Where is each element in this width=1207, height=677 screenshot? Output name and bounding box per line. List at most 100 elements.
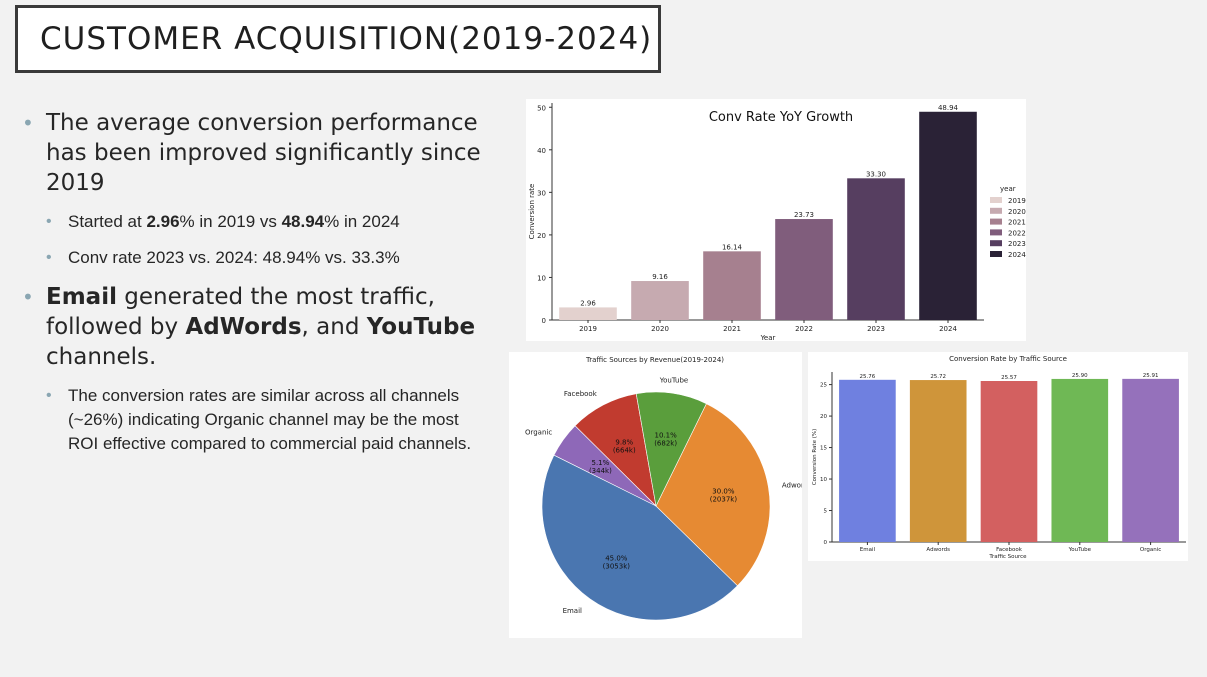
slice-percent: 9.8% <box>615 438 633 446</box>
data-label: 25.72 <box>930 374 946 380</box>
data-label: 2.96 <box>580 299 596 307</box>
legend-swatch <box>990 229 1002 236</box>
data-label: 25.57 <box>1001 375 1017 381</box>
text-segment: channels. <box>46 344 157 370</box>
bar-adwords <box>909 380 967 542</box>
bar-email <box>839 379 896 542</box>
slice-label: Email <box>563 607 582 615</box>
legend-swatch <box>990 207 1002 214</box>
slice-amount: (2037k) <box>710 495 738 503</box>
bar-2019 <box>559 307 617 320</box>
slice-label: YouTube <box>659 377 688 385</box>
youtube-emphasis: YouTube <box>366 314 476 340</box>
slide-title-box: CUSTOMER ACQUISITION(2019-2024) <box>15 5 661 73</box>
sub-bullet-start-vs-end: Started at 2.96% in 2019 vs 48.94% in 20… <box>22 210 492 234</box>
y-tick-label: 25 <box>820 383 827 389</box>
data-label: 33.30 <box>866 170 886 178</box>
x-tick-label: Organic <box>1140 547 1161 553</box>
x-tick-label: Adwords <box>926 547 950 553</box>
text-segment: generated the most traffic, followed by <box>46 284 435 340</box>
chart-title: Conversion Rate by Traffic Source <box>949 355 1067 363</box>
text-segment: % in 2019 vs <box>179 212 282 231</box>
x-tick-label: 2021 <box>723 325 741 333</box>
legend-label: 2024 <box>1008 251 1026 259</box>
slice-label: Facebook <box>564 390 598 398</box>
legend-label: 2021 <box>1008 219 1026 227</box>
legend-swatch <box>990 240 1002 247</box>
traffic-sources-pie-svg: Traffic Sources by Revenue(2019-2024) 9.8… <box>525 356 812 621</box>
legend-swatch <box>990 251 1002 257</box>
data-label: 23.73 <box>794 211 814 219</box>
x-tick-label: Facebook <box>996 547 1023 553</box>
bar-2021 <box>703 251 761 320</box>
y-tick-label: 50 <box>537 104 546 112</box>
legend-label: 2019 <box>1008 197 1026 205</box>
data-label: 9.16 <box>652 273 668 281</box>
conv-rate-yoy-svg: 0 10 20 30 40 50 2.96 2019 9.16 2020 16.14 2021 23.7… <box>528 103 1026 342</box>
x-tick-label: 2019 <box>579 325 597 333</box>
chart-title: Conv Rate YoY Growth <box>709 110 853 125</box>
legend-label: 2022 <box>1008 229 1026 237</box>
email-emphasis: Email <box>46 284 117 310</box>
pie-slice-youtube <box>635 391 707 507</box>
data-label: 25.91 <box>1143 373 1159 379</box>
slice-label: Organic <box>525 429 552 437</box>
y-tick-label: 40 <box>537 147 546 155</box>
x-tick-label: 2023 <box>867 325 885 333</box>
bullet-list: The average conversion performance has b… <box>22 108 492 468</box>
x-axis-title: Traffic Source <box>988 554 1027 560</box>
y-tick-label: 10 <box>820 477 827 483</box>
bullet-traffic-sources: Email generated the most traffic, follow… <box>22 282 492 372</box>
slice-percent: 10.1% <box>655 431 678 439</box>
x-tick-label: 2022 <box>795 325 813 333</box>
data-label: 25.90 <box>1072 373 1088 379</box>
bullet-conversion-improvement: The average conversion performance has b… <box>22 108 492 198</box>
data-label: 16.14 <box>722 243 743 251</box>
y-tick-label: 20 <box>537 232 546 240</box>
legend-swatch <box>990 218 1002 225</box>
slice-percent: 5.1% <box>591 459 609 467</box>
chart-traffic-sources-pie: Traffic Sources by Revenue(2019-2024) 9.8… <box>509 352 812 638</box>
data-label: 48.94 <box>938 104 959 112</box>
bar-organic <box>1122 378 1179 542</box>
x-tick-label: 2020 <box>651 325 669 333</box>
bar-2024 <box>919 111 977 320</box>
y-tick-label: 5 <box>824 509 828 515</box>
bar-2020 <box>631 281 689 320</box>
x-tick-label: YouTube <box>1068 547 1092 553</box>
y-tick-label: 0 <box>542 317 546 325</box>
legend-label: 2020 <box>1008 208 1026 216</box>
slice-label: Adwords <box>782 481 802 489</box>
y-axis-title: Conversion Rate (%) <box>812 429 818 485</box>
y-tick-label: 20 <box>820 414 827 420</box>
pie-slice-adwords <box>655 403 771 587</box>
pie-slice-email <box>541 454 738 621</box>
legend-swatch <box>990 197 1002 203</box>
slice-amount: (682k) <box>654 439 677 447</box>
x-tick-label: 2024 <box>939 325 957 333</box>
y-tick-label: 0 <box>824 540 828 546</box>
bar-facebook <box>980 381 1038 542</box>
conv-rate-by-source-svg: Conversion Rate by Traffic Source 0 5 10 15 2… <box>812 355 1186 560</box>
slice-percent: 45.0% <box>605 555 628 563</box>
sub-bullet-conversion-similar: The conversion rates are similar across … <box>22 384 492 456</box>
legend-label: 2023 <box>1008 240 1026 248</box>
y-tick-label: 15 <box>820 446 827 452</box>
y-tick-label: 10 <box>537 274 546 282</box>
chart-title: Traffic Sources by Revenue(2019-2024) <box>585 356 724 364</box>
sub-bullet-2023-vs-2024: Conv rate 2023 vs. 2024: 48.94% vs. 33.3… <box>22 246 492 270</box>
slide-title: CUSTOMER ACQUISITION(2019-2024) <box>40 21 653 57</box>
text-segment: % in 2024 <box>324 212 400 231</box>
bar-youtube <box>1051 378 1109 542</box>
value-2024: 48.94 <box>281 212 325 231</box>
value-2019: 2.96 <box>146 212 180 231</box>
y-axis-title: Conversion rate <box>528 184 536 240</box>
slice-amount: (344k) <box>589 467 612 475</box>
legend-title: year <box>1000 185 1016 193</box>
chart-conv-rate-by-source: Conversion Rate by Traffic Source 0 5 10 15 2… <box>808 352 1188 561</box>
adwords-emphasis: AdWords <box>185 314 302 340</box>
y-tick-label: 30 <box>537 189 546 197</box>
x-tick-label: Email <box>860 547 876 553</box>
bar-2023 <box>847 178 905 320</box>
chart-conv-rate-yoy: 0 10 20 30 40 50 2.96 2019 9.16 2020 16.14 2021 23.7… <box>526 99 1026 342</box>
